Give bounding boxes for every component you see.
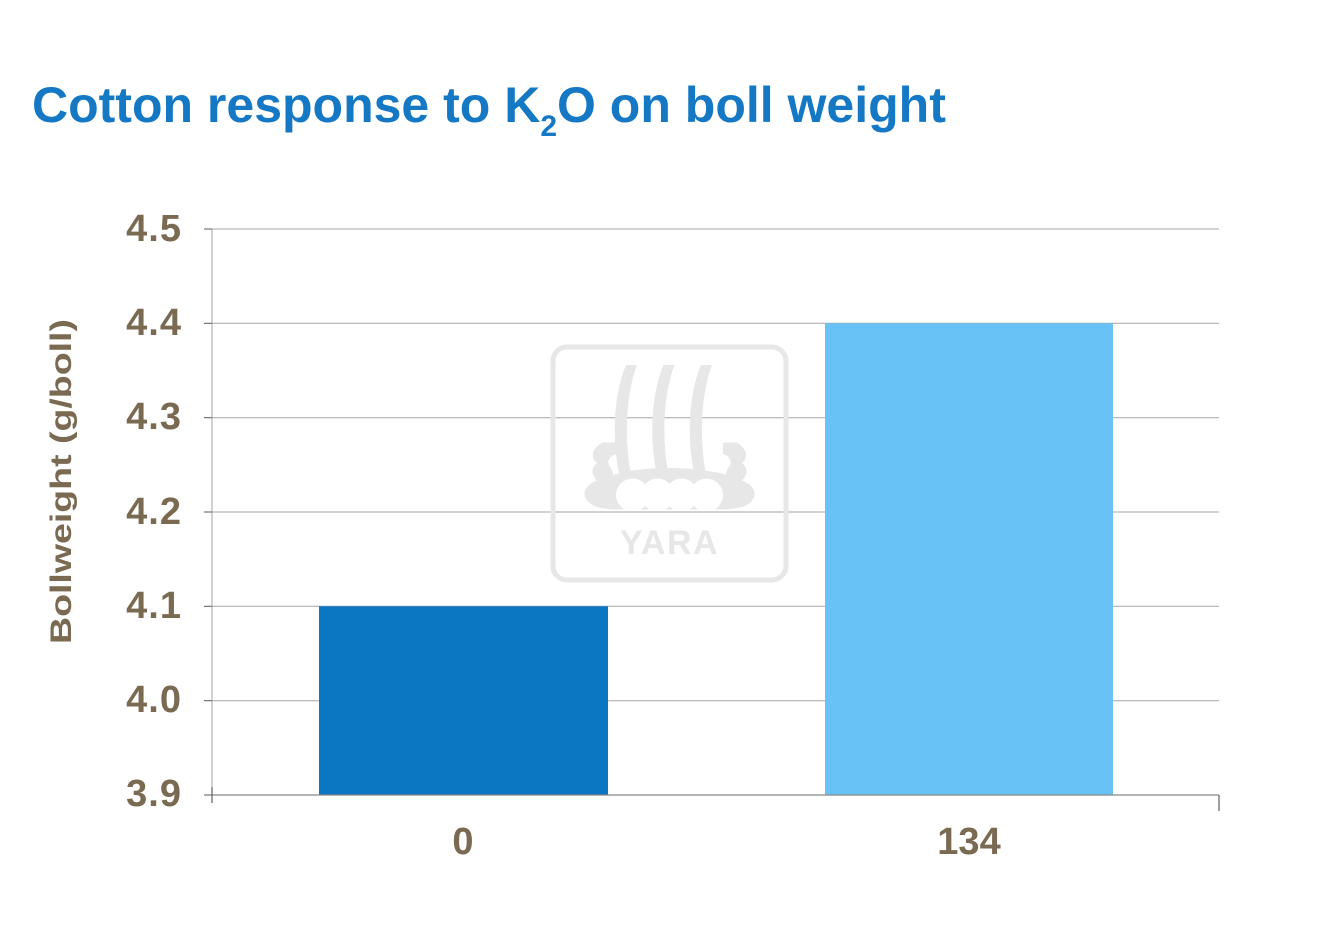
svg-text:YARA: YARA [620, 524, 719, 562]
